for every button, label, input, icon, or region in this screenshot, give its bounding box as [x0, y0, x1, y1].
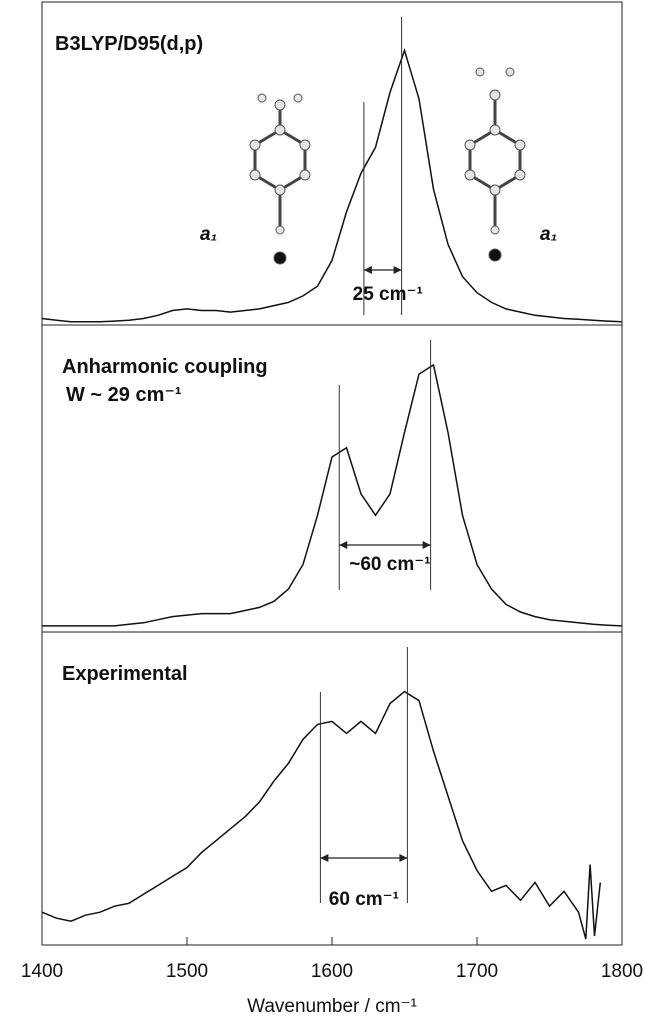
figure: B3LYP/D95(d,p) 25 cm⁻¹ a₁ a₁ Anharmonic coup… [0, 0, 645, 1023]
molecule-left [250, 94, 310, 264]
molecule-right [465, 68, 525, 261]
mode-label: a₁ [200, 224, 217, 245]
splitting-label: ~60 cm⁻¹ [349, 554, 430, 575]
splitting-label: 60 cm⁻¹ [329, 889, 399, 910]
x-tick-label: 1500 [166, 961, 208, 982]
panel-title: Anharmonic coupling [62, 356, 268, 378]
splitting-label: 25 cm⁻¹ [353, 284, 423, 305]
x-tick-label: 1700 [456, 961, 498, 982]
x-tick-label: 1400 [21, 961, 63, 982]
x-tick-label: 1600 [311, 961, 353, 982]
mode-label: a₁ [540, 224, 557, 245]
spectrum-line [42, 50, 622, 321]
plot-frame [42, 2, 622, 945]
panel-title: Experimental [62, 663, 188, 685]
x-axis-label: Wavenumber / cm⁻¹ [247, 996, 417, 1017]
x-tick-label: 1800 [601, 961, 643, 982]
spectrum-line [42, 692, 600, 939]
panel-title: B3LYP/D95(d,p) [55, 33, 203, 55]
panel-subtitle: W ~ 29 cm⁻¹ [66, 384, 182, 406]
